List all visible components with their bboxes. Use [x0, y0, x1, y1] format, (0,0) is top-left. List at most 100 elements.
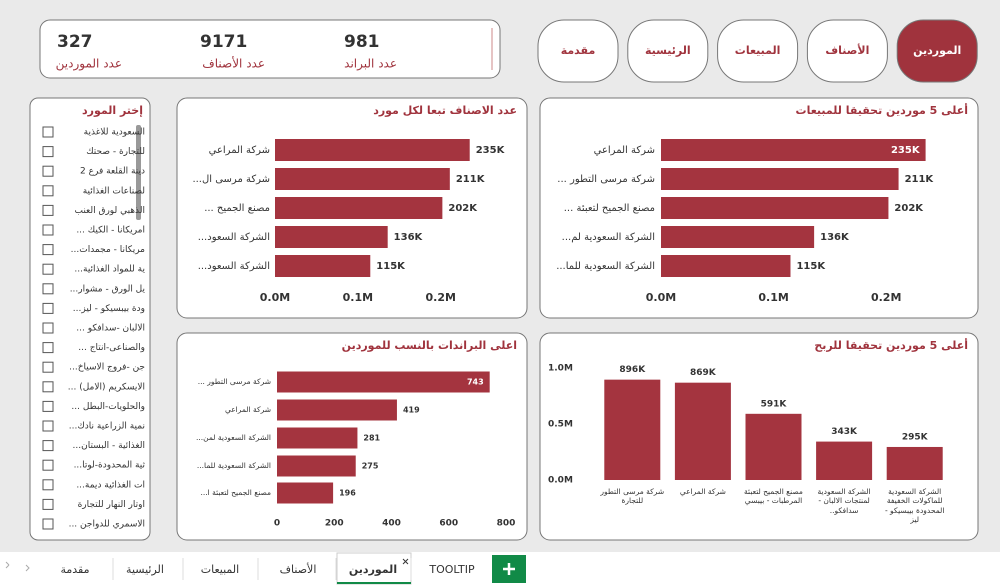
bar: [661, 255, 791, 277]
kpi-value: 9171: [200, 32, 247, 52]
scroll-right[interactable]: [25, 564, 30, 572]
nav-button[interactable]: [627, 19, 709, 83]
y-tick-label: 1.0M: [548, 364, 573, 374]
slicer-item: ... امريكانا - الكيك: [76, 226, 145, 236]
y-tick-label: 0.5M: [548, 420, 573, 430]
checkbox[interactable]: [42, 244, 54, 256]
slicer-item: ... الالبان -سدافكو: [76, 324, 145, 334]
checkbox[interactable]: [42, 302, 54, 314]
value-label: 235K: [891, 145, 921, 156]
category-label-box: مصنع الجميح لتعبئة المرطبات - بيبسي: [744, 487, 803, 505]
category-label: ...مصنع الجميح لتعبئة ا: [200, 488, 271, 497]
value-label: 136K: [394, 232, 424, 243]
checkbox[interactable]: [42, 498, 54, 510]
checkbox[interactable]: [42, 381, 54, 393]
category-label: ...الشركة السعودية لم: [562, 232, 655, 243]
bar: [277, 399, 397, 421]
checkbox[interactable]: [42, 400, 54, 412]
x-tick-label: 0.2M: [425, 291, 455, 304]
value-label: 343K: [831, 427, 858, 437]
category-label: الشركة السعودية لمنتجات الالبان - سدافكو…: [817, 487, 871, 515]
x-tick-label: 200: [325, 519, 344, 529]
bar: [661, 168, 899, 190]
nav-button[interactable]: [537, 19, 619, 83]
value-label: 743: [467, 378, 484, 387]
tab-label[interactable]: الرئيسية: [126, 563, 164, 576]
x-tick-label: 0.1M: [758, 291, 788, 304]
checkbox[interactable]: [42, 126, 54, 138]
value-label: 136K: [820, 232, 850, 243]
x-tick-label: 0: [274, 519, 280, 529]
slicer-item: ...ثية المحدودة-لوتا: [74, 461, 146, 471]
x-tick-label: 0.0M: [260, 291, 290, 304]
slicer-item: ...يل الورق - مشوار: [70, 284, 146, 294]
category-label: شركة المراعي: [679, 487, 726, 496]
checkbox[interactable]: [42, 420, 54, 432]
value-label: 591K: [761, 399, 788, 409]
kpi-label: عدد الموردين: [56, 57, 122, 72]
bar: [277, 427, 358, 449]
checkbox[interactable]: [42, 361, 54, 373]
nav-label: الأصناف: [825, 43, 869, 57]
bar: [275, 197, 443, 219]
chart-title: أعلى 5 موردين تحقيقا للربح: [814, 338, 968, 352]
category-label: ...الشركة السعود: [198, 232, 270, 243]
value-label: 211K: [456, 174, 486, 185]
chart-title: عدد الاصناف تبعا لكل مورد: [373, 104, 517, 117]
checkbox[interactable]: [42, 263, 54, 275]
checkbox[interactable]: [42, 146, 54, 158]
slicer-item: ...ات الغذائية ديمة: [76, 480, 145, 490]
x-tick-label: 0.2M: [871, 291, 901, 304]
checkbox[interactable]: [42, 518, 54, 530]
nav-label: الرئيسية: [645, 44, 691, 57]
category-label-box: الشركة السعودية لمنتجات الالبان - سدافكو…: [817, 487, 871, 515]
checkbox[interactable]: [42, 224, 54, 236]
bar: [277, 482, 334, 504]
category-label: ... مصنع الجميح لتعبئة: [564, 203, 655, 214]
slicer-list: السعودية للاغذية للتجارة - صحتك دينة القلع…: [68, 128, 146, 530]
x-tick-label: 800: [497, 519, 516, 529]
value-label: 115K: [376, 261, 406, 272]
tab-label[interactable]: الأصناف: [280, 562, 317, 576]
checkbox[interactable]: [42, 479, 54, 491]
checkbox[interactable]: [42, 440, 54, 452]
x-tick-label: 600: [439, 519, 458, 529]
category-label: ...الشركة السعودية لمن: [196, 433, 271, 442]
bar: [275, 139, 470, 161]
nav-button[interactable]: [806, 19, 888, 83]
checkbox[interactable]: [42, 283, 54, 295]
checkbox[interactable]: [42, 204, 54, 216]
value-label: 275: [362, 462, 379, 471]
scroll-left[interactable]: [5, 561, 10, 569]
category-label: الشركة السعودية للماكولات الخفيفة المحدو…: [884, 487, 945, 525]
checkbox[interactable]: [42, 165, 54, 177]
bar: [661, 197, 889, 219]
tab-label[interactable]: الموردين: [349, 563, 397, 576]
value-label: 196: [339, 489, 356, 498]
nav-button[interactable]: [717, 19, 799, 83]
kpi-label: عدد الأصناف: [202, 56, 265, 71]
bar: [816, 441, 873, 480]
category-label: ...شركة مرسى ال: [192, 174, 270, 185]
tab-label[interactable]: مقدمة: [60, 563, 89, 576]
checkbox[interactable]: [42, 459, 54, 471]
category-label: ... شركة مرسى التطور: [557, 174, 655, 185]
category-label: شركة المراعي: [594, 145, 655, 156]
slicer-panel: [29, 97, 151, 541]
slicer-item: ... الايسكريم (الامل): [68, 382, 145, 392]
bar: [674, 382, 731, 480]
x-tick-label: 400: [382, 519, 401, 529]
value-label: 295K: [902, 432, 929, 442]
kpi-card: [39, 19, 501, 79]
tab-label[interactable]: المبيعات: [201, 563, 239, 576]
nav-button[interactable]: [896, 19, 978, 83]
close-icon[interactable]: [402, 558, 409, 565]
category-label-box: شركة مرسى التطور للتجارة: [600, 487, 664, 505]
checkbox[interactable]: [42, 322, 54, 334]
tab-label[interactable]: TOOLTIP: [428, 563, 475, 576]
bar: [275, 226, 388, 248]
value-label: 202K: [448, 203, 478, 214]
checkbox[interactable]: [42, 342, 54, 354]
checkbox[interactable]: [42, 185, 54, 197]
